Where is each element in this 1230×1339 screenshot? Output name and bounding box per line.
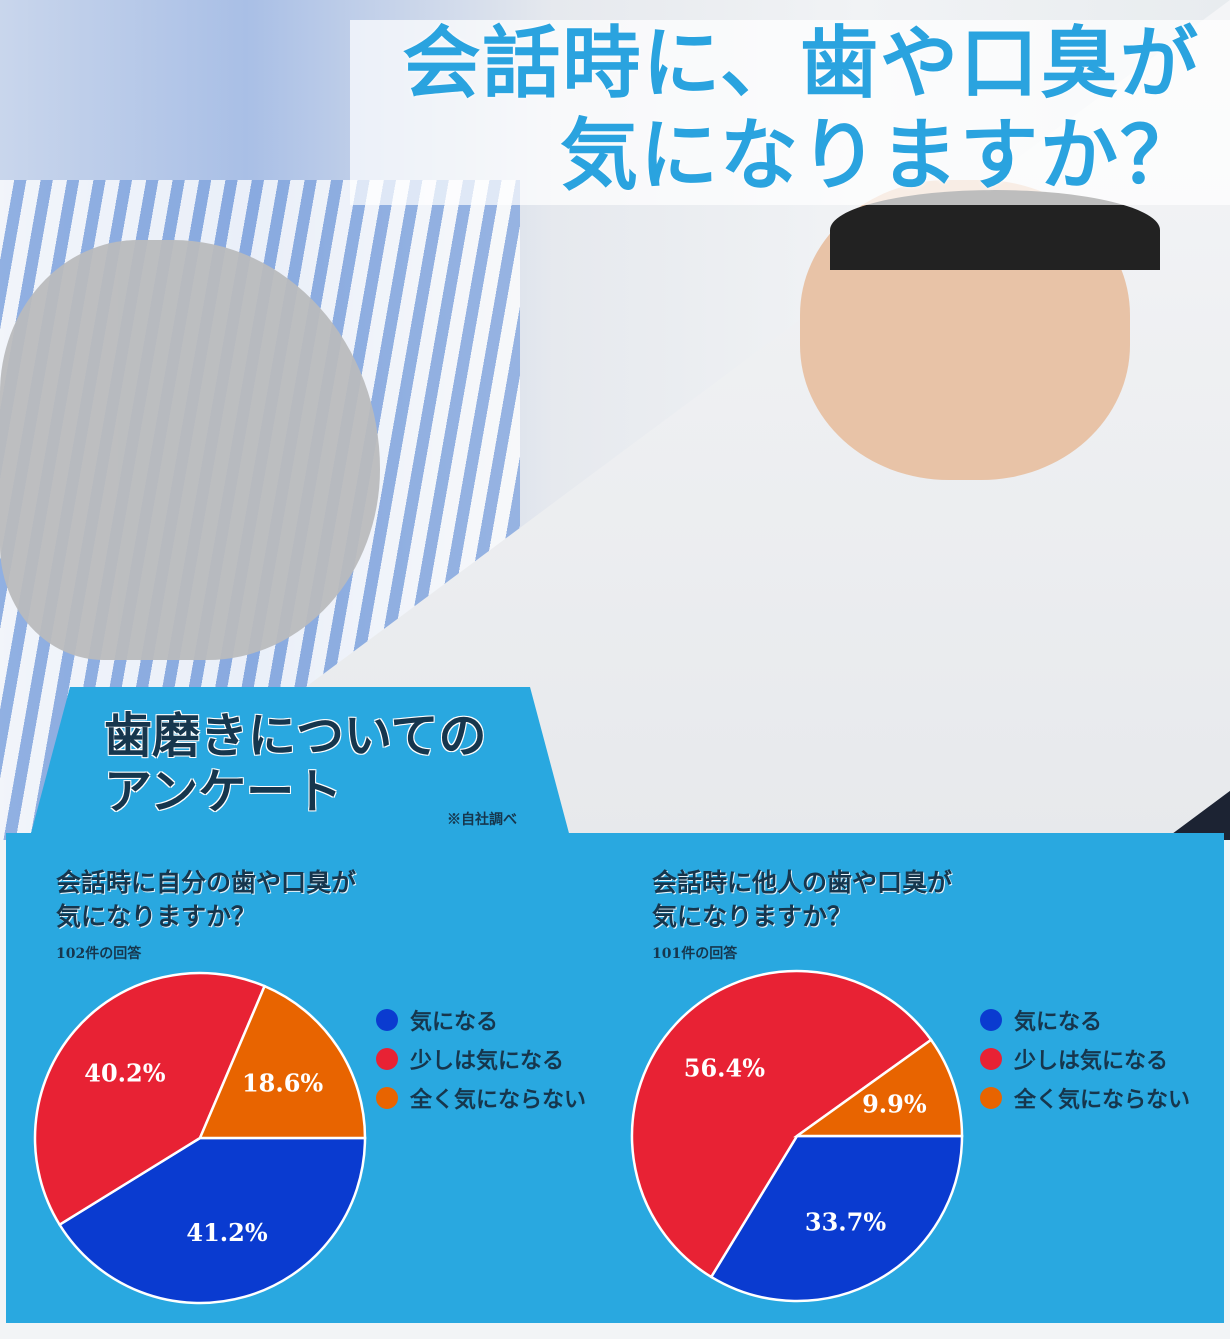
slice-label: 40.2% [84,1058,165,1087]
chart2-response-count: 101件の回答 [652,946,738,962]
slice-mattaku [793,1038,964,1138]
chart2-title: 会話時に他人の歯や口臭が 気になりますか？ [652,866,952,934]
headline-band [350,20,1230,205]
slice-label: 9.9% [862,1090,927,1119]
legend-item: 全く気にならない [980,1078,1190,1117]
legend-label: 少しは気になる [1014,1047,1169,1074]
legend-item: 気になる [980,1000,1190,1039]
legend-item: 少しは気になる [980,1039,1190,1078]
survey-title-line1: 歯磨きについての [104,708,487,764]
slice-sukoshi [630,969,933,1279]
slice-label: 33.7% [805,1207,886,1236]
slice-label: 41.2% [186,1218,267,1247]
slice-label: 56.4% [684,1054,765,1083]
legend-dot-blue [376,1008,398,1031]
survey-title-line2: アンケート [104,764,343,820]
legend-dot-blue [980,1008,1002,1031]
legend-label: 気になる [1014,1008,1103,1035]
headline-line1: 会話時に、歯や口臭が [402,18,1200,109]
legend-label: 全く気にならない [410,1086,587,1113]
legend-dot-orange [980,1086,1002,1109]
chart2-title-line1: 会話時に他人の歯や口臭が [652,868,953,897]
legend-item: 気になる [376,1000,586,1039]
chart1-response-count: 102件の回答 [56,946,142,962]
chart2-pie: 33.7% 56.4% 9.9% [630,969,964,1303]
legend-label: 少しは気になる [410,1047,565,1074]
legend-label: 全く気にならない [1014,1086,1191,1113]
survey-tab [30,687,570,837]
chart2-legend: 気になる 少しは気になる 全く気にならない [980,1000,1190,1117]
headline: 会話時に、歯や口臭が 気になりますか？ [402,18,1200,202]
legend-label: 気になる [410,1008,499,1035]
slice-sukoshi [33,971,267,1227]
legend-item: 少しは気になる [376,1039,586,1078]
slice-kininaru [709,1134,964,1303]
chart1-title-line2: 気になりますか？ [56,902,257,931]
legend-dot-orange [376,1086,398,1109]
survey-title: 歯磨きについての アンケート [104,708,487,820]
slice-mattaku [198,984,367,1140]
chart1-legend: 気になる 少しは気になる 全く気にならない [376,1000,586,1117]
chart1-title: 会話時に自分の歯や口臭が 気になりますか？ [56,866,356,934]
slice-kininaru [57,1136,367,1305]
chart1-title-line1: 会話時に自分の歯や口臭が [56,868,357,897]
headline-line2: 気になりますか？ [559,110,1200,201]
chart2-title-line2: 気になりますか？ [652,902,853,931]
legend-dot-red [376,1047,398,1070]
slice-label: 18.6% [242,1068,323,1097]
legend-item: 全く気にならない [376,1078,586,1117]
legend-dot-red [980,1047,1002,1070]
chart1-pie: 41.2% 40.2% 18.6% [33,971,367,1305]
source-note: ※自社調べ [447,812,517,828]
